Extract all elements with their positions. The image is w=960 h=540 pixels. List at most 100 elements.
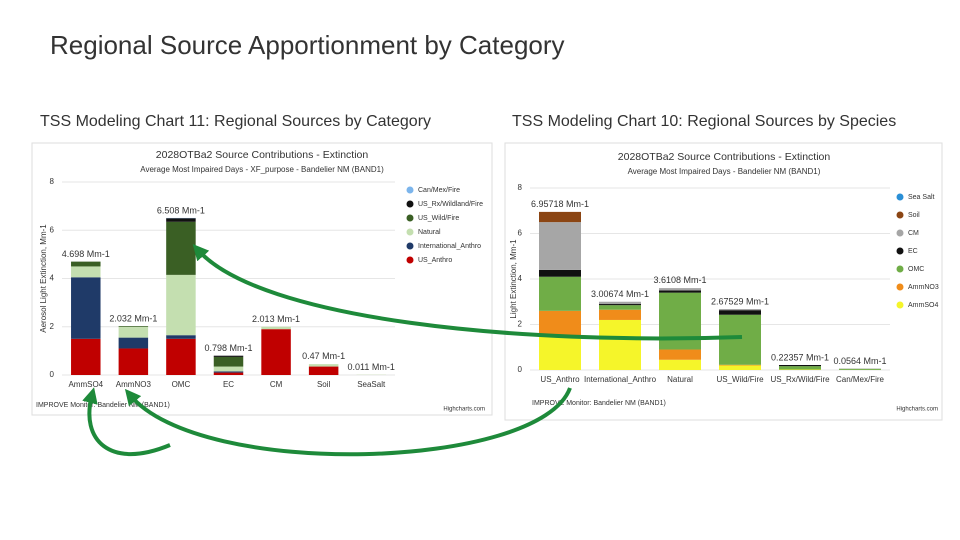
total-label: 0.47 Mm-1 xyxy=(302,351,345,361)
total-label: 0.0564 Mm-1 xyxy=(833,356,886,366)
total-label: 2.032 Mm-1 xyxy=(109,313,157,323)
bar-segment xyxy=(166,218,196,222)
bar-segment xyxy=(719,310,761,315)
bar-segment xyxy=(839,368,881,370)
bar-segment xyxy=(599,301,641,305)
charts: 2028OTBa2 Source Contributions - Extinct… xyxy=(36,149,939,413)
x-tick-label: Can/Mex/Fire xyxy=(836,375,885,384)
legend-swatch xyxy=(896,301,904,309)
arrow xyxy=(82,387,171,457)
total-label: 4.698 Mm-1 xyxy=(62,249,110,259)
x-tick-label: AmmSO4 xyxy=(68,380,103,389)
x-tick-label: CM xyxy=(270,380,283,389)
legend-label: Can/Mex/Fire xyxy=(418,187,460,194)
total-label: 0.22357 Mm-1 xyxy=(771,352,829,362)
bar-segment xyxy=(539,335,581,370)
legend-label: Sea Salt xyxy=(908,194,935,201)
bar-segment xyxy=(213,366,244,372)
x-tick-label: US_Anthro xyxy=(540,375,580,384)
bar-segment xyxy=(659,359,701,370)
bar-segment xyxy=(539,269,581,277)
y-tick-label: 4 xyxy=(50,274,55,283)
chart-title: 2028OTBa2 Source Contributions - Extinct… xyxy=(618,151,831,163)
x-tick-label: EC xyxy=(223,380,234,389)
y-tick-label: 0 xyxy=(518,365,523,374)
bar-segment xyxy=(118,337,149,349)
legend-label: International_Anthro xyxy=(418,243,481,250)
bar-segment xyxy=(261,326,291,330)
bar-segment xyxy=(71,266,101,278)
bar-segment xyxy=(719,365,761,370)
arrows xyxy=(82,244,743,457)
y-tick-label: 2 xyxy=(518,320,523,329)
bar-segment xyxy=(166,335,196,339)
bar-segment xyxy=(599,309,641,320)
total-label: 6.508 Mm-1 xyxy=(157,205,205,215)
x-tick-label: SeaSalt xyxy=(357,380,386,389)
bar-segment xyxy=(166,221,196,275)
total-label: 3.00674 Mm-1 xyxy=(591,289,649,299)
bar-segment xyxy=(659,290,701,293)
bar-segment xyxy=(213,372,244,375)
y-tick-label: 0 xyxy=(50,370,55,379)
x-tick-label: International_Anthro xyxy=(584,375,657,384)
legend-label: EC xyxy=(908,248,918,255)
bar-segment xyxy=(599,304,641,306)
bar-segment xyxy=(71,277,101,339)
chart-subtitle: Average Most Impaired Days - XF_purpose … xyxy=(140,165,384,174)
legend-swatch xyxy=(406,200,414,208)
bar-segment xyxy=(539,222,581,270)
y-tick-label: 6 xyxy=(50,225,55,234)
legend-swatch xyxy=(896,265,904,273)
legend-swatch xyxy=(896,211,904,219)
bar-segment xyxy=(71,261,101,267)
bar-segment xyxy=(166,274,196,336)
y-axis-label: Aerosol Light Extinction, Mm-1 xyxy=(39,224,48,333)
y-axis-label: Light Extinction, Mm-1 xyxy=(509,239,518,319)
legend-label: OMC xyxy=(908,266,924,273)
bar-segment xyxy=(261,329,291,375)
legend-label: US_Anthro xyxy=(418,257,452,264)
bar-segment xyxy=(118,326,149,338)
bar-segment xyxy=(719,309,761,311)
chart-footer: IMPROVE Monitor: Bandelier NM (BAND1) xyxy=(36,402,170,409)
bar-segment xyxy=(659,292,701,350)
legend-swatch xyxy=(406,256,414,264)
legend-label: Soil xyxy=(908,212,920,219)
bar-segment xyxy=(308,366,339,375)
total-label: 0.798 Mm-1 xyxy=(204,343,252,353)
slide-title: Regional Source Apportionment by Categor… xyxy=(50,30,565,60)
chart-title: 2028OTBa2 Source Contributions - Extinct… xyxy=(156,149,369,161)
bar-segment xyxy=(779,364,821,367)
y-tick-label: 2 xyxy=(50,322,55,331)
y-tick-label: 6 xyxy=(518,229,523,238)
bar-segment xyxy=(539,211,581,223)
bar-segment xyxy=(71,338,101,375)
bar-segment xyxy=(166,338,196,375)
legend-swatch xyxy=(406,186,414,194)
legend-swatch xyxy=(406,242,414,250)
x-tick-label: Natural xyxy=(667,375,693,384)
legend-label: AmmNO3 xyxy=(908,284,939,291)
bar-segment xyxy=(539,276,581,311)
caption: TSS Modeling Chart 11: Regional Sources … xyxy=(40,113,431,130)
bar-segment xyxy=(308,364,339,367)
legend-swatch xyxy=(406,228,414,236)
bar-segment xyxy=(719,364,761,366)
legend-swatch xyxy=(406,214,414,222)
y-tick-label: 8 xyxy=(50,177,55,186)
bar-segment xyxy=(659,288,701,291)
bar-segment xyxy=(779,366,821,370)
chart-subtitle: Average Most Impaired Days - Bandelier N… xyxy=(628,167,821,176)
x-tick-label: OMC xyxy=(172,380,191,389)
arrow xyxy=(192,244,743,341)
bar-segment xyxy=(118,326,149,327)
legend-swatch xyxy=(896,247,904,255)
legend-label: AmmSO4 xyxy=(908,302,938,309)
legend-swatch xyxy=(896,283,904,291)
chart-footer: IMPROVE Monitor: Bandelier NM (BAND1) xyxy=(532,400,666,407)
x-tick-label: AmmNO3 xyxy=(116,380,152,389)
bar-segment xyxy=(659,349,701,360)
x-tick-label: US_Rx/Wild/Fire xyxy=(770,375,830,384)
